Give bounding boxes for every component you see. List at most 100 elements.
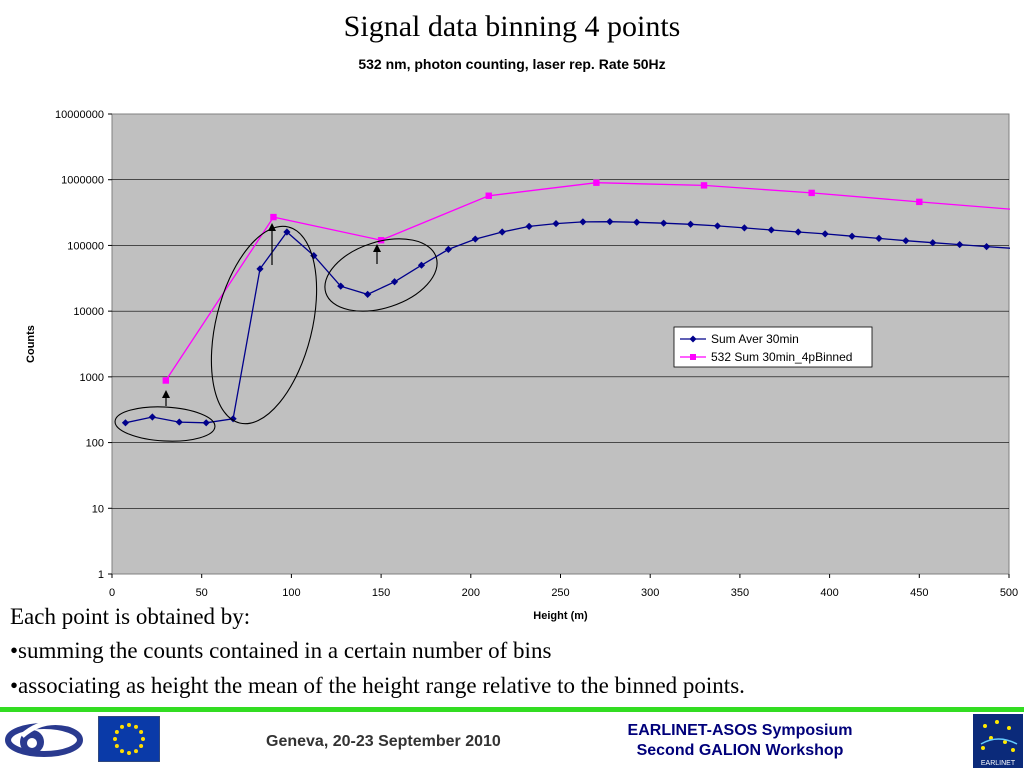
footer-symposium-line2: Second GALION Workshop bbox=[636, 742, 844, 759]
data-point-square bbox=[162, 377, 170, 384]
arrow-2-head bbox=[268, 223, 276, 231]
data-point-diamond bbox=[229, 415, 237, 423]
data-point-square bbox=[377, 237, 385, 244]
chart-subtitle: 532 nm, photon counting, laser rep. Rate… bbox=[358, 56, 666, 72]
data-point-diamond bbox=[956, 240, 964, 249]
arrow-3-head bbox=[373, 244, 381, 252]
data-point-diamond bbox=[525, 222, 533, 230]
data-point-diamond bbox=[767, 226, 775, 234]
data-point-diamond bbox=[875, 234, 883, 242]
legend-marker-diamond bbox=[689, 335, 697, 343]
data-point-diamond bbox=[148, 413, 156, 421]
data-point-square bbox=[270, 213, 277, 221]
legend-label-1: 532 Sum 30min_4pBinned bbox=[711, 350, 852, 364]
y-tick-label: 100000 bbox=[67, 240, 104, 252]
eu-star bbox=[114, 730, 119, 734]
x-tick-label: 450 bbox=[910, 587, 928, 599]
x-tick-label: 500 bbox=[1000, 587, 1018, 599]
eu-star bbox=[139, 730, 144, 734]
earlinet-logo: EARLINET bbox=[973, 714, 1023, 768]
x-tick-label: 0 bbox=[109, 587, 115, 599]
data-point-diamond bbox=[471, 235, 479, 243]
data-point-diamond bbox=[982, 242, 991, 251]
x-tick-label: 200 bbox=[462, 587, 480, 599]
annotation-ellipse-1 bbox=[114, 406, 216, 442]
eu-star bbox=[134, 724, 138, 729]
data-point-square bbox=[700, 182, 708, 189]
data-point-diamond bbox=[660, 219, 668, 227]
eu-star bbox=[114, 744, 119, 748]
body-bullet-1: •summing the counts contained in a certa… bbox=[10, 638, 552, 663]
data-point-square bbox=[916, 198, 923, 206]
data-point-diamond bbox=[821, 230, 829, 238]
series-line-0 bbox=[125, 221, 1010, 424]
body-text-intro: Each point is obtained by: bbox=[10, 604, 251, 629]
data-point-diamond bbox=[283, 228, 291, 236]
data-point-diamond bbox=[202, 419, 210, 427]
data-point-diamond bbox=[444, 245, 452, 254]
eu-star bbox=[127, 723, 131, 727]
data-point-diamond bbox=[713, 222, 722, 230]
data-point-diamond bbox=[256, 265, 264, 273]
eu-star bbox=[113, 737, 117, 741]
y-tick-label: 10000 bbox=[73, 306, 104, 318]
slide-title: Signal data binning 4 points bbox=[343, 10, 681, 43]
x-tick-label: 300 bbox=[641, 587, 659, 599]
y-tick-label: 1000000 bbox=[61, 175, 104, 187]
y-tick-label: 10000000 bbox=[55, 109, 104, 121]
data-point-diamond bbox=[848, 232, 856, 240]
x-tick-label: 100 bbox=[282, 587, 300, 599]
data-point-diamond bbox=[417, 261, 426, 269]
data-point-diamond bbox=[579, 218, 587, 226]
sixth-framework-logo bbox=[5, 720, 83, 757]
x-axis-label: Height (m) bbox=[533, 610, 588, 622]
data-point-diamond bbox=[175, 418, 183, 426]
footer-divider bbox=[0, 707, 1024, 712]
data-point-diamond bbox=[686, 220, 695, 228]
annotation-ellipse-2 bbox=[210, 225, 318, 425]
y-tick-label: 100 bbox=[86, 438, 104, 450]
data-point-diamond bbox=[929, 239, 937, 247]
data-point-diamond bbox=[390, 278, 399, 286]
footer-symposium-line1: EARLINET-ASOS Symposium bbox=[627, 722, 853, 739]
data-point-diamond bbox=[740, 224, 748, 232]
eu-star bbox=[141, 737, 145, 741]
body-bullet-2: •associating as height the mean of the h… bbox=[10, 673, 745, 698]
y-axis-label: Counts bbox=[25, 325, 37, 363]
x-tick-label: 350 bbox=[731, 587, 749, 599]
data-point-diamond bbox=[633, 218, 641, 226]
y-tick-label: 1 bbox=[98, 569, 104, 581]
data-point-diamond bbox=[902, 237, 910, 245]
x-tick-label: 50 bbox=[196, 587, 208, 599]
x-tick-label: 150 bbox=[372, 587, 390, 599]
legend-marker-square bbox=[690, 354, 696, 360]
data-point-diamond bbox=[121, 419, 130, 427]
data-point-diamond bbox=[606, 218, 614, 226]
footer-date: Geneva, 20-23 September 2010 bbox=[266, 733, 501, 750]
x-tick-label: 250 bbox=[551, 587, 569, 599]
data-point-diamond bbox=[552, 219, 560, 228]
legend-label-0: Sum Aver 30min bbox=[711, 332, 799, 346]
eu-star bbox=[120, 724, 124, 729]
eu-star bbox=[134, 749, 138, 754]
data-point-square bbox=[485, 192, 492, 199]
y-tick-label: 10 bbox=[92, 503, 104, 515]
x-tick-label: 400 bbox=[820, 587, 838, 599]
annotation-ellipse-3 bbox=[324, 238, 438, 312]
data-point-diamond bbox=[310, 252, 318, 260]
arrow-1-head bbox=[162, 390, 170, 398]
eu-star bbox=[139, 744, 144, 748]
data-point-square bbox=[593, 179, 600, 186]
earlinet-logo-text: EARLINET bbox=[981, 760, 1016, 767]
eu-star bbox=[120, 749, 124, 754]
data-point-diamond bbox=[498, 228, 506, 236]
eu-flag-icon bbox=[98, 716, 160, 762]
y-tick-label: 1000 bbox=[80, 372, 104, 384]
data-point-diamond bbox=[364, 290, 372, 298]
line-chart: 1 10 100 1000 10000 100000 1000000 10000000 0 50 1… bbox=[25, 109, 1018, 622]
eu-star bbox=[127, 751, 131, 755]
legend-box bbox=[673, 326, 873, 368]
data-point-square bbox=[808, 189, 815, 197]
data-point-diamond bbox=[794, 228, 802, 236]
data-point-diamond bbox=[337, 282, 345, 290]
